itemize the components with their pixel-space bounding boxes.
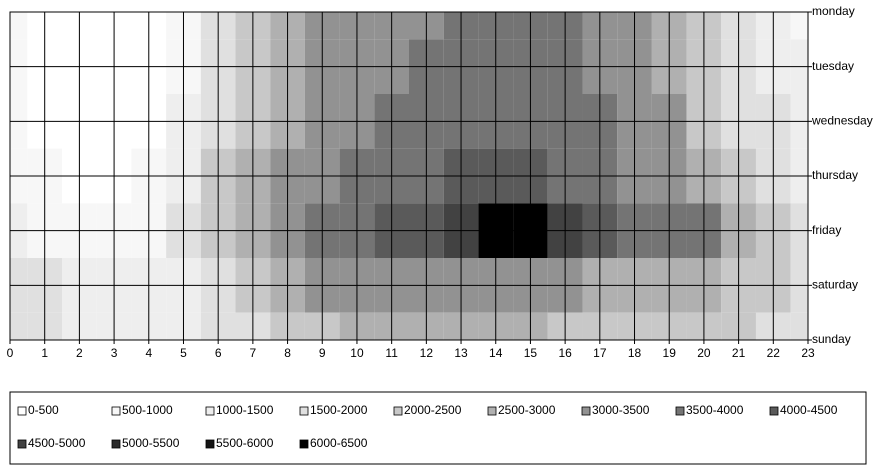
legend-label: 0-500 [28, 403, 59, 417]
legend-label: 1500-2000 [310, 403, 368, 417]
legend-box [9, 391, 867, 465]
legend-label: 4500-5000 [28, 436, 86, 450]
contour-cell [790, 312, 808, 340]
x-tick-label: 21 [732, 346, 746, 360]
x-tick-label: 13 [454, 346, 468, 360]
legend-label: 5500-6000 [216, 436, 274, 450]
x-tick-label: 9 [319, 346, 326, 360]
x-tick-label: 14 [489, 346, 503, 360]
legend-label: 5000-5500 [122, 436, 180, 450]
legend-label: 1000-1500 [216, 403, 274, 417]
x-tick-label: 23 [801, 346, 815, 360]
x-tick-label: 2 [76, 346, 83, 360]
plot-border [9, 11, 809, 341]
legend-swatch [17, 439, 27, 449]
x-tick-label: 6 [215, 346, 222, 360]
legend-label: 2000-2500 [404, 403, 462, 417]
legend-label: 6000-6500 [310, 436, 368, 450]
x-tick-label: 16 [558, 346, 572, 360]
y-tick-label: wednesday [811, 114, 873, 128]
legend-swatch [111, 439, 121, 449]
x-tick-label: 5 [180, 346, 187, 360]
contour-cell [790, 12, 808, 40]
legend-label: 500-1000 [122, 403, 173, 417]
legend-swatch [299, 439, 309, 449]
y-tick-label: thursday [812, 168, 858, 182]
legend-swatch [393, 406, 403, 416]
legend-label: 4000-4500 [780, 403, 838, 417]
x-tick-label: 7 [250, 346, 257, 360]
x-tick-label: 11 [385, 346, 398, 360]
legend-swatch [205, 406, 215, 416]
legend-swatch [581, 406, 591, 416]
legend-swatch [17, 406, 27, 416]
legend-swatch [675, 406, 685, 416]
x-tick-label: 4 [145, 346, 152, 360]
x-tick-label: 18 [628, 346, 642, 360]
legend-label: 2500-3000 [498, 403, 556, 417]
x-tick-label: 10 [350, 346, 364, 360]
y-tick-label: monday [812, 4, 855, 18]
legend-swatch [769, 406, 779, 416]
legend-swatch [487, 406, 497, 416]
contour-cell [10, 312, 28, 340]
y-tick-label: tuesday [812, 59, 854, 73]
legend-label: 3000-3500 [592, 403, 650, 417]
y-tick-label: friday [812, 223, 841, 237]
contour-cell [10, 12, 28, 40]
legend-swatch [205, 439, 215, 449]
x-tick-label: 1 [41, 346, 48, 360]
x-tick-label: 22 [767, 346, 781, 360]
x-tick-label: 19 [663, 346, 677, 360]
legend-label: 3500-4000 [686, 403, 744, 417]
y-tick-label: saturday [812, 278, 858, 292]
legend-swatch [299, 406, 309, 416]
x-tick-label: 3 [111, 346, 118, 360]
x-tick-label: 8 [284, 346, 291, 360]
y-tick-label: sunday [812, 332, 851, 346]
legend-swatch [111, 406, 121, 416]
x-tick-label: 12 [420, 346, 434, 360]
x-tick-label: 17 [593, 346, 607, 360]
x-tick-label: 15 [524, 346, 538, 360]
x-tick-label: 0 [7, 346, 14, 360]
x-tick-label: 20 [697, 346, 711, 360]
